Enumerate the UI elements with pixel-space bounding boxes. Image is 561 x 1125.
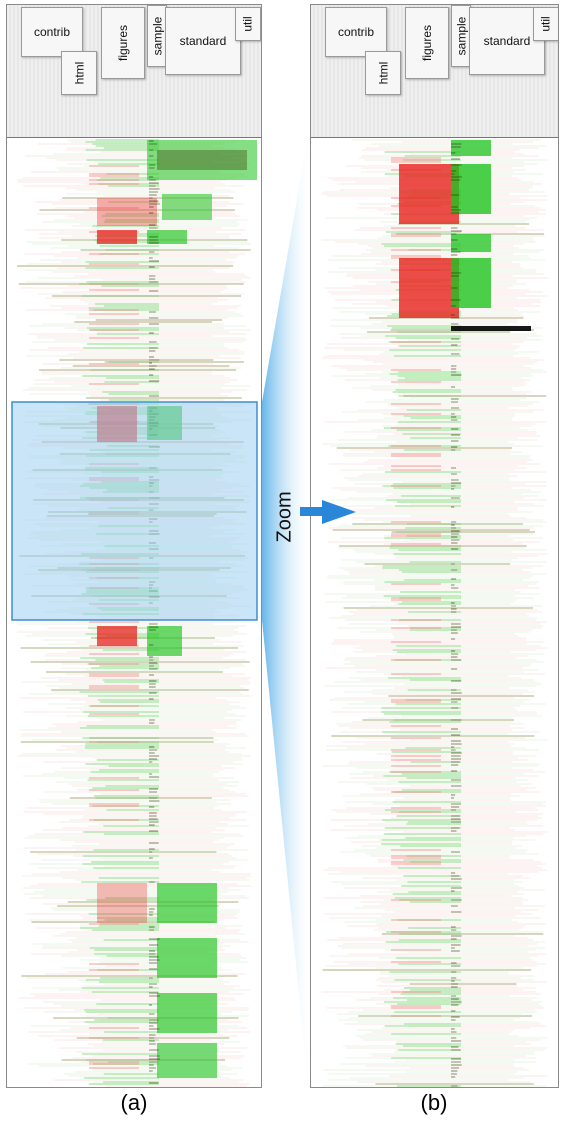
header-contrib[interactable]: contrib (325, 7, 387, 57)
header-html[interactable]: html (61, 51, 97, 95)
zoom-label: Zoom (273, 491, 296, 543)
header-sample[interactable]: sample (147, 5, 167, 67)
header-sample[interactable]: sample (451, 5, 471, 67)
header-util[interactable]: util (533, 7, 558, 41)
panel-b-visualization (311, 138, 558, 1087)
header-figures[interactable]: figures (405, 7, 449, 79)
header-html[interactable]: html (365, 51, 401, 95)
panel-a-header: contrib html figures sample standard uti… (7, 5, 261, 138)
panel-b-header: contrib html figures sample standard uti… (311, 5, 558, 138)
panel-b-zoomed: contrib html figures sample standard uti… (310, 4, 559, 1088)
header-standard[interactable]: standard (469, 7, 545, 75)
header-figures[interactable]: figures (101, 7, 145, 79)
header-util[interactable]: util (235, 7, 261, 41)
caption-a: (a) (120, 1090, 148, 1115)
panel-a-visualization (7, 138, 261, 1087)
header-standard[interactable]: standard (165, 7, 241, 75)
header-contrib[interactable]: contrib (21, 7, 83, 57)
caption-b: (b) (420, 1090, 448, 1115)
panel-a-overview: contrib html figures sample standard uti… (6, 4, 262, 1088)
zoom-funnel (262, 136, 308, 1086)
